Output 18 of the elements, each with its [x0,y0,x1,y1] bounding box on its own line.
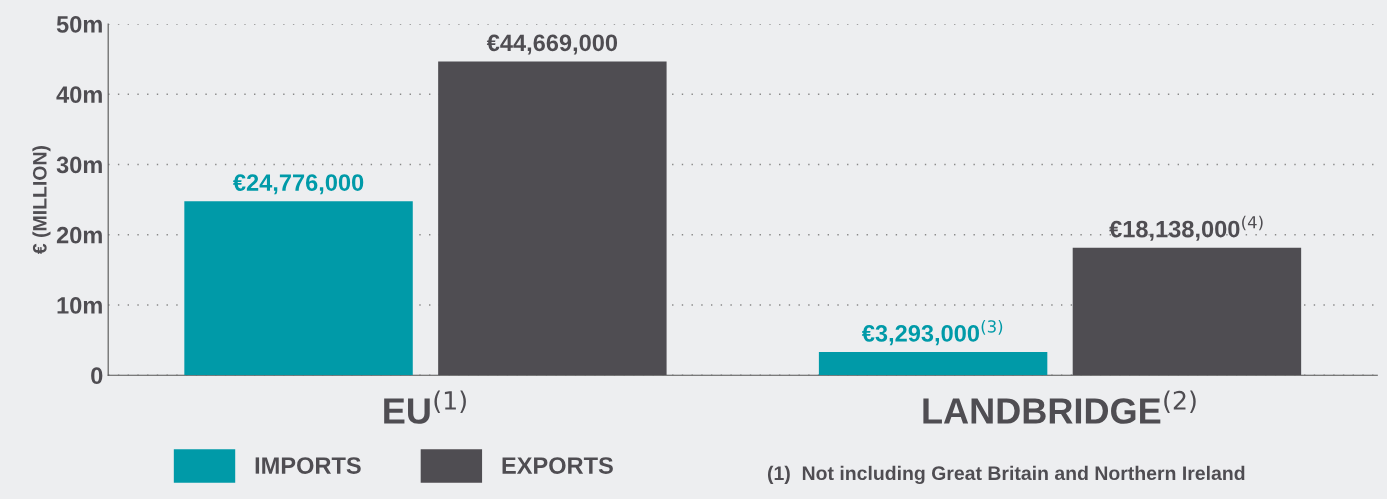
data-label: €44,669,000 [486,34,618,55]
legend-label: EXPORTS [502,457,613,474]
legend-label: IMPORTS [255,457,361,474]
data-label: €3,293,000$^{(3)}$ [861,319,1003,346]
data-label: €24,776,000 [233,174,364,195]
y-tick-label: 20m [56,226,102,244]
data-label: €18,138,000$^{(4)}$ [1109,215,1263,241]
bar [818,352,1048,376]
y-tick-label: 0 [91,367,103,385]
x-tick-label: EU$^{(1)}$ [384,390,466,424]
y-tick-label: 50m [56,16,102,33]
y-tick-label: 30m [56,156,102,174]
y-axis-title: € (MILLION) [32,146,51,255]
bar [184,201,413,376]
y-tick-label: 10m [57,297,102,314]
text: (1) Not including Great Britain and Northern Ireland [767,465,1245,485]
x-tick-label: LANDBRIDGE$^{(2)}$ [923,390,1196,424]
y-tick-label: 40m [56,86,102,103]
